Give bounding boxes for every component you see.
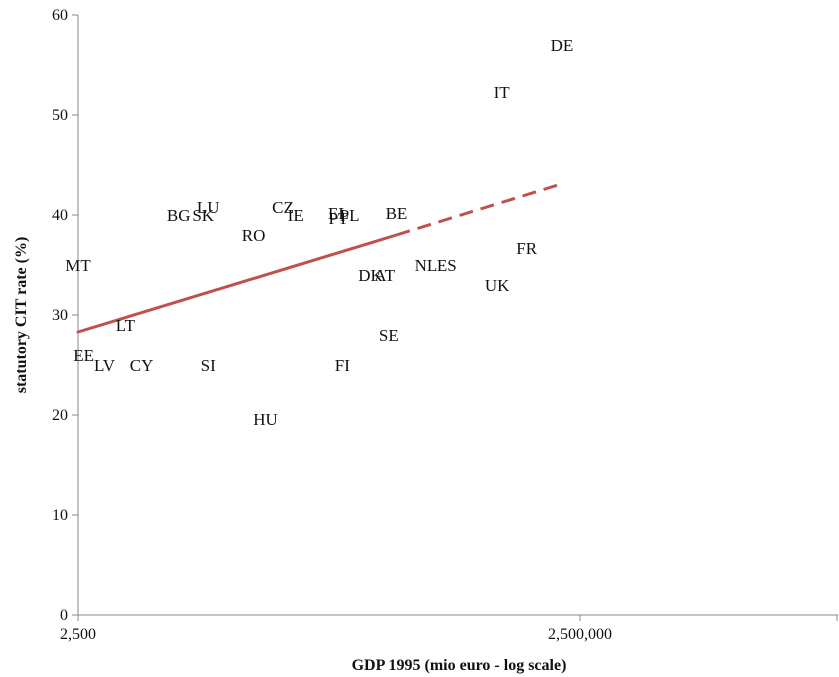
point-label-ee: EE bbox=[73, 346, 94, 365]
x-tick-label: 2,500,000 bbox=[548, 626, 612, 643]
y-tick-label: 40 bbox=[52, 207, 68, 224]
point-label-lu: LU bbox=[197, 198, 220, 217]
point-label-si: SI bbox=[201, 356, 216, 375]
trendline-solid bbox=[76, 233, 398, 334]
point-label-lt: LT bbox=[116, 316, 136, 335]
y-axis-title: statutory CIT rate (%) bbox=[13, 237, 30, 394]
point-label-uk: UK bbox=[485, 276, 510, 295]
point-label-pt: PT bbox=[328, 209, 348, 228]
point-label-hu: HU bbox=[253, 410, 278, 429]
point-label-el: EL bbox=[328, 204, 349, 223]
y-tick-label: 10 bbox=[52, 507, 68, 524]
point-label-mt: MT bbox=[65, 256, 91, 275]
point-label-fi: FI bbox=[335, 356, 350, 375]
y-tick-label: 30 bbox=[52, 307, 68, 324]
point-label-ro: RO bbox=[242, 226, 266, 245]
trendline-dashed bbox=[396, 183, 559, 237]
point-label-cz: CZ bbox=[272, 198, 294, 217]
point-label-bg: BG bbox=[167, 206, 191, 225]
point-label-dk: DK bbox=[358, 266, 383, 285]
point-label-it: IT bbox=[494, 83, 511, 102]
point-label-nl: NL bbox=[415, 256, 438, 275]
point-label-lv: LV bbox=[94, 356, 116, 375]
point-label-es: ES bbox=[437, 256, 457, 275]
point-label-sk: SK bbox=[192, 206, 214, 225]
y-tick-label: 20 bbox=[52, 407, 68, 424]
y-tick-label: 60 bbox=[52, 7, 68, 24]
point-label-de: DE bbox=[551, 36, 574, 55]
point-label-be: BE bbox=[386, 204, 408, 223]
point-label-pl: PL bbox=[340, 206, 360, 225]
point-label-fr: FR bbox=[516, 239, 537, 258]
x-tick-label: 2,500 bbox=[60, 626, 96, 643]
x-axis-title: GDP 1995 (mio euro - log scale) bbox=[352, 657, 567, 674]
axes: 0 10 20 30 40 50 60 2,500 2,500,000 bbox=[52, 7, 838, 643]
y-tick-label: 50 bbox=[52, 107, 68, 124]
point-label-at: AT bbox=[374, 266, 395, 285]
point-label-se: SE bbox=[379, 326, 399, 345]
point-label-cy: CY bbox=[130, 356, 154, 375]
point-label-ie: IE bbox=[288, 206, 304, 225]
y-tick-label: 0 bbox=[60, 607, 68, 624]
trendline bbox=[76, 183, 559, 334]
